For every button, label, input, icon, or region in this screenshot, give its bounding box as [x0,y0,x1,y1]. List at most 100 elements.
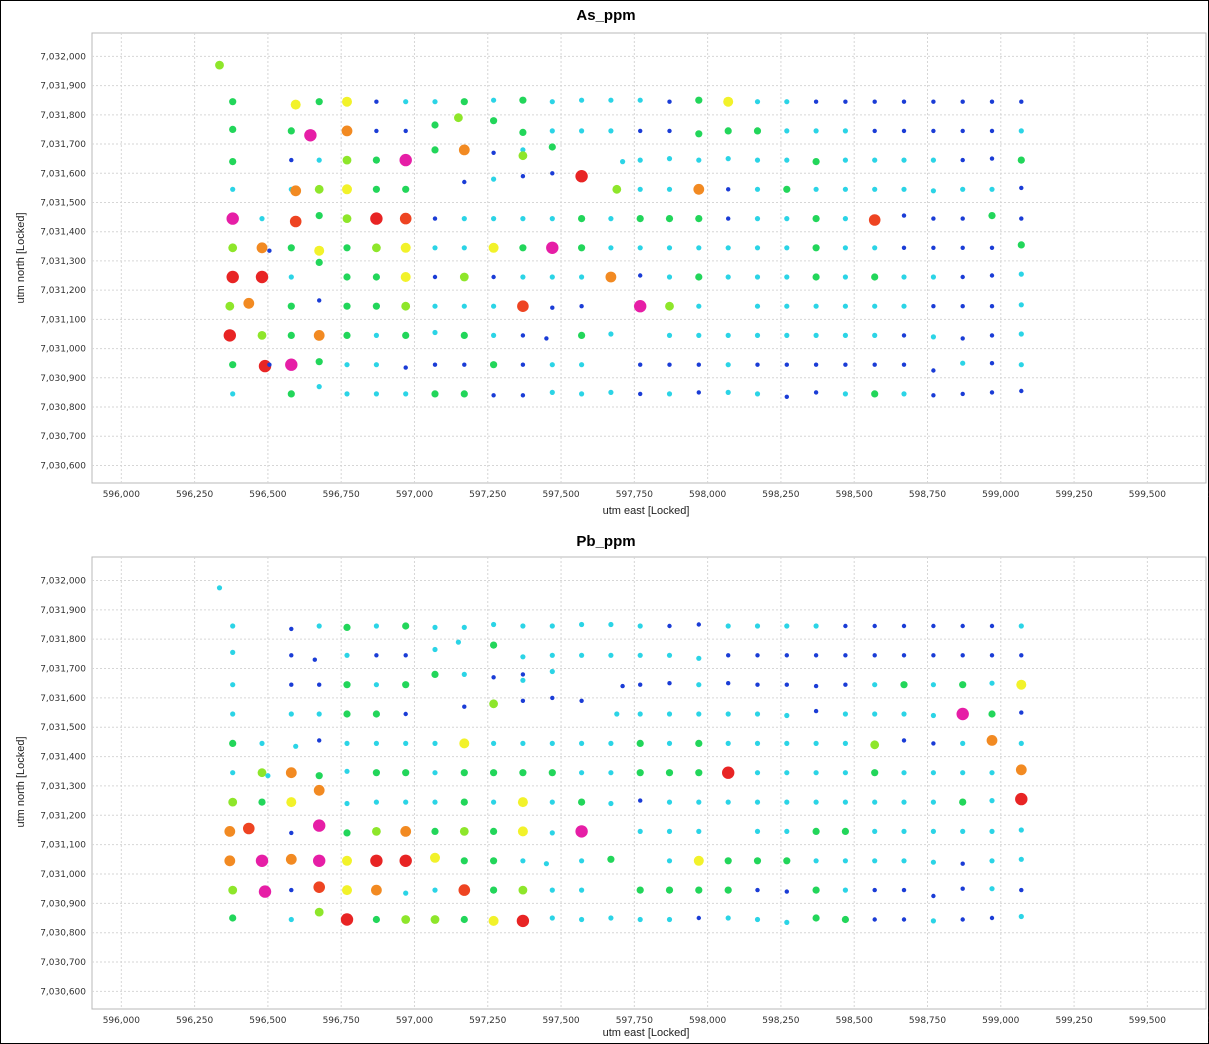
data-point [520,858,526,864]
data-point [259,216,265,222]
data-point [695,739,703,747]
data-point [930,188,937,194]
data-point [491,150,496,155]
data-point [872,157,878,163]
data-point [901,770,907,776]
data-point [460,331,468,339]
data-point [579,391,585,397]
data-point [725,274,731,280]
data-point [989,858,995,864]
data-point [403,653,408,658]
data-point [784,712,790,719]
data-point [372,915,380,924]
data-point [696,332,702,338]
data-point [784,362,789,367]
data-point [872,711,878,717]
data-point [1017,241,1025,249]
data-point [372,769,380,777]
data-point [901,186,907,192]
data-point [1018,740,1024,746]
data-point [229,914,237,922]
x-tick-label: 598,000 [689,490,726,500]
data-point [215,60,224,70]
data-point [784,828,790,834]
y-tick-label: 7,031,600 [40,694,86,704]
data-point [491,176,497,182]
data-point [725,740,731,746]
data-point [314,184,324,194]
y-tick-label: 7,031,900 [40,606,86,616]
data-point [578,215,586,223]
data-point [313,819,326,832]
y-tick-label: 7,031,400 [40,753,86,763]
data-point [1018,331,1024,337]
x-axis-label: utm east [Locked] [603,1027,690,1039]
data-point [725,332,731,338]
data-point [813,362,819,367]
y-tick-label: 7,031,200 [40,811,86,821]
data-point [1018,827,1024,833]
data-point [549,389,555,395]
data-point [901,362,907,367]
data-point [636,886,644,894]
data-point [960,304,965,309]
data-point [374,128,379,134]
data-point [461,303,467,309]
data-point [931,653,936,658]
data-point [460,857,468,865]
data-point [259,740,265,746]
data-point [666,740,673,746]
data-point [989,333,995,338]
data-point [842,711,849,717]
data-point [989,245,995,250]
data-point [695,769,703,777]
data-point [842,332,849,338]
data-point [372,185,380,193]
data-point [812,215,820,223]
x-tick-label: 598,000 [689,1016,726,1026]
data-point [316,157,322,163]
data-point [579,128,585,134]
data-point [1018,623,1024,629]
data-point [637,157,643,163]
data-point [607,855,615,863]
data-point [812,827,820,835]
data-point [696,828,702,834]
data-point [1015,764,1027,776]
data-point [344,800,350,807]
data-point [960,740,966,746]
data-point [285,358,298,371]
data-point [989,390,995,395]
data-point [230,186,236,192]
data-point [519,128,527,136]
x-tick-labels: 596,000 596,250 596,500 596,750 597,000 597,2… [103,490,1209,500]
data-point [370,212,383,225]
y-tick-label: 7,031,500 [40,723,86,733]
data-point [813,799,819,805]
data-point [491,303,497,309]
data-point [372,827,381,836]
data-point [956,707,969,721]
data-point [901,213,907,218]
data-point [403,365,408,370]
data-point [900,681,908,689]
data-point [520,174,526,179]
data-point [784,770,790,776]
data-point [872,653,877,658]
data-point [373,799,379,805]
data-point [549,362,555,368]
data-point [1019,185,1024,191]
data-point [722,766,735,779]
data-point [432,887,438,893]
data-point [620,683,625,689]
data-point [403,890,409,896]
data-point [872,245,878,251]
data-point [813,740,819,746]
data-point [784,889,789,894]
data-point [490,641,498,649]
data-point [342,885,352,896]
data-point [344,768,350,774]
data-point [519,244,527,252]
data-point [342,155,352,165]
data-point [868,214,881,226]
